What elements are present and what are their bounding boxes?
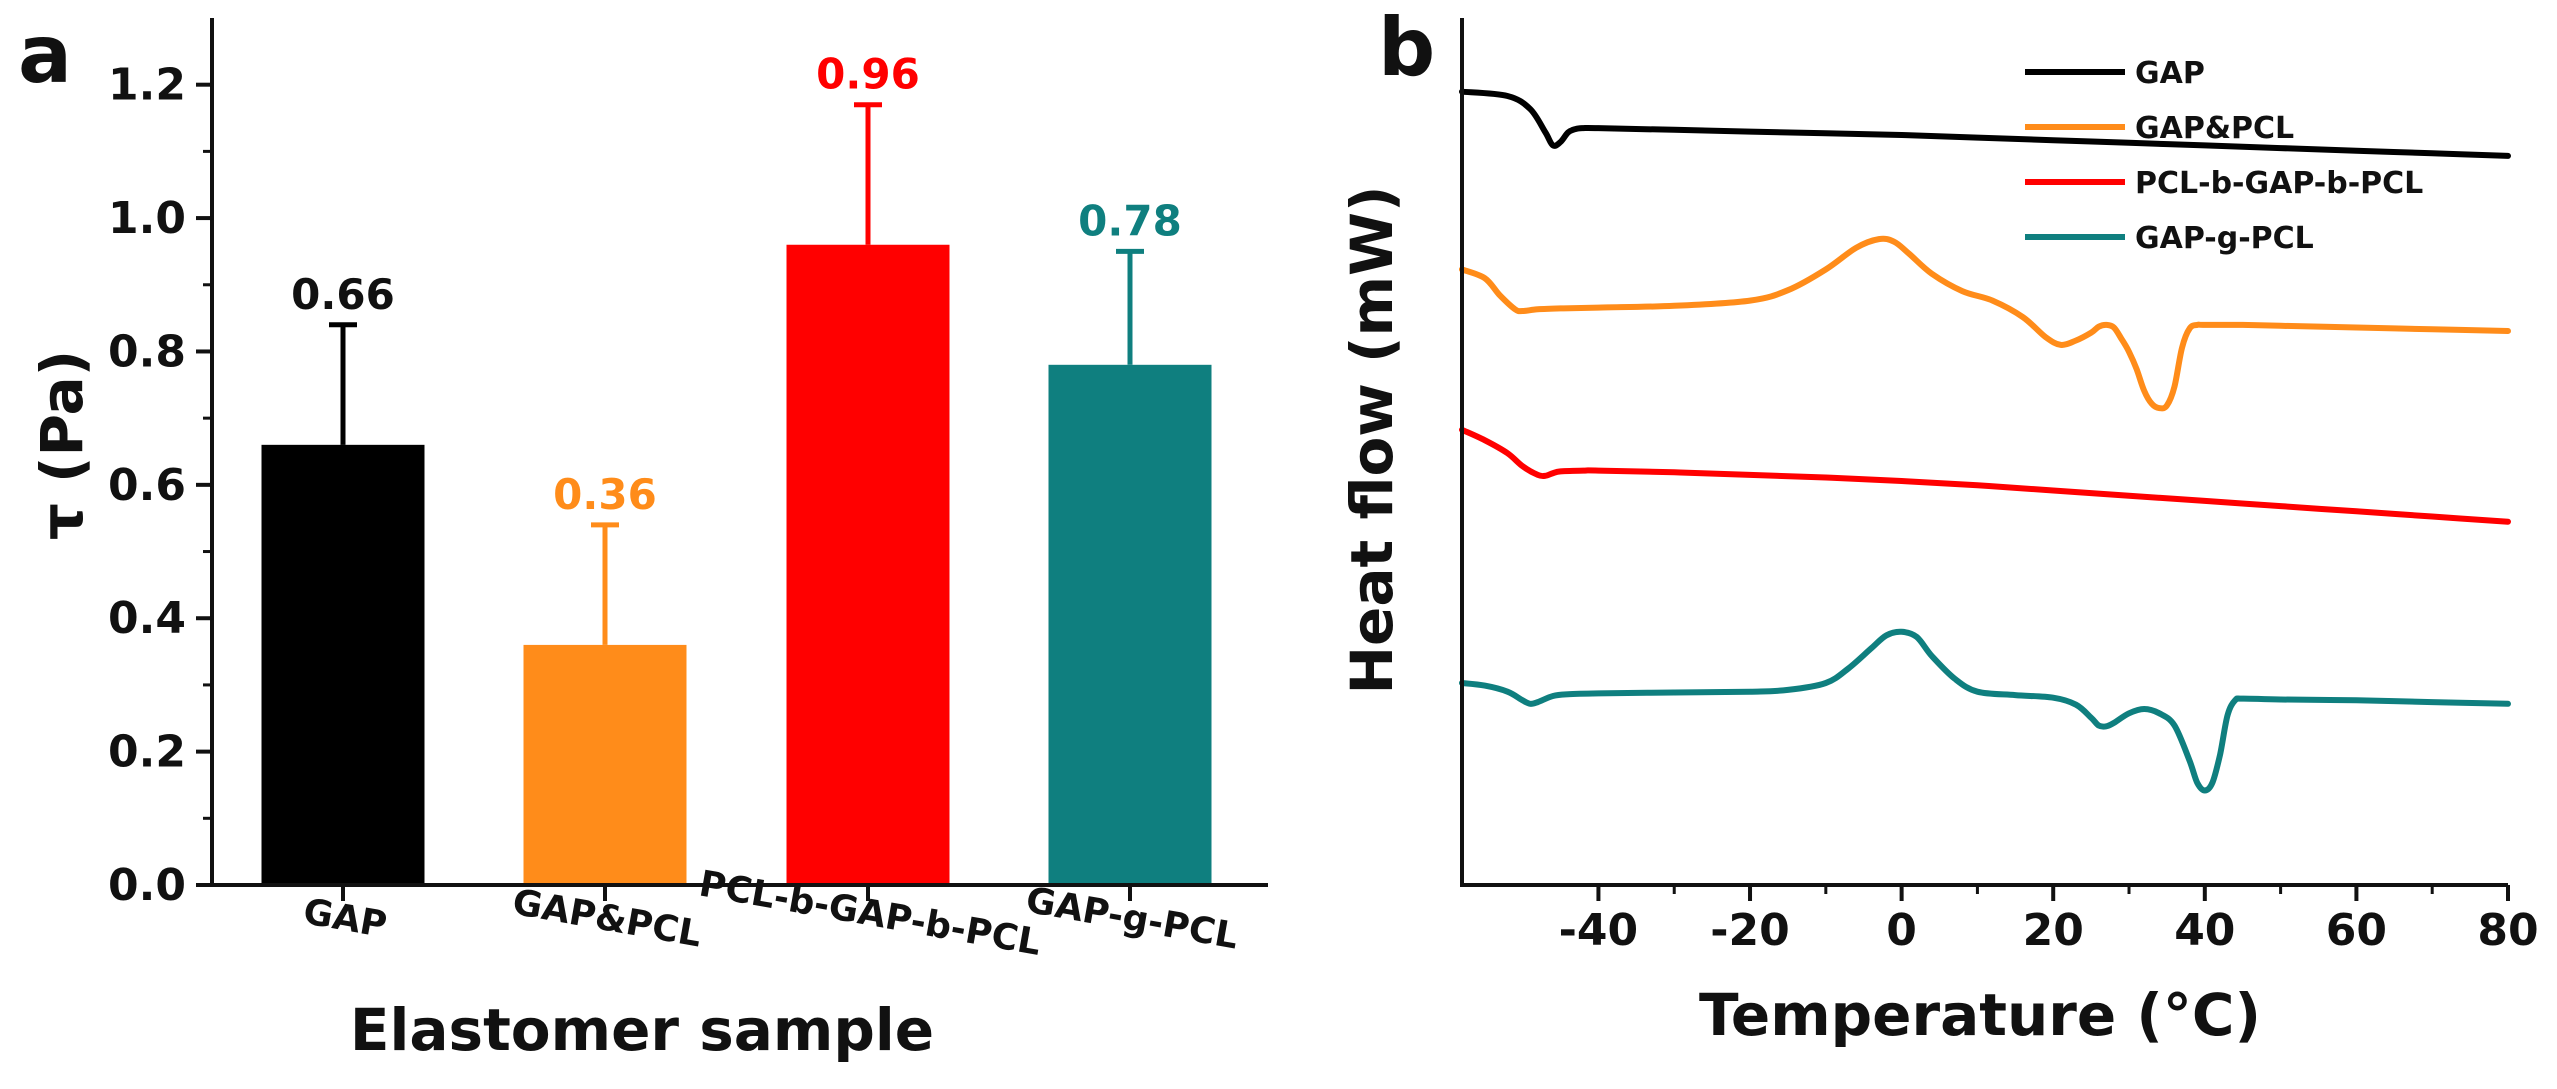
series-line-pcl-b-gap-b-pcl: [1459, 426, 2511, 525]
panel-b-line-chart: b -40 -20 0 20 40 60 80 GAP GAP&PCL PCL-b-GAP-b-…: [1338, 1, 2539, 1049]
value-label-3: 0.78: [1078, 196, 1182, 245]
panel-b-y-axis-title: Heat flow (mW): [1338, 186, 1406, 695]
y-tick-label-4: 0.8: [108, 326, 186, 377]
panel-a-y-axis-title: τ (Pa): [28, 350, 96, 540]
legend-label-1: GAP&PCL: [2135, 111, 2294, 146]
panel-a-bar-chart: a 0.66 0.36 0.96 0.78 0.0 0.2 0.4 0.6 0.8 1.0 1.2…: [18, 8, 1268, 1064]
b-x-tick-label-1: -20: [1710, 905, 1790, 956]
series-line-gap: [1459, 88, 2511, 159]
value-label-2: 0.96: [816, 50, 920, 99]
panel-label-a: a: [18, 8, 72, 101]
b-x-tick-label-6: 80: [2477, 905, 2538, 956]
b-x-tick-label-2: 0: [1886, 905, 1917, 956]
panel-b-x-axis-title: Temperature (°C): [1699, 981, 2261, 1049]
legend-label-0: GAP: [2135, 56, 2205, 91]
legend-label-2: PCL-b-GAP-b-PCL: [2135, 166, 2423, 201]
y-tick-label-2: 0.4: [108, 593, 186, 644]
bar-2: [786, 244, 950, 885]
series-line-gap-pcl: [1459, 235, 2511, 412]
bar-0: [261, 444, 425, 885]
y-tick-label-3: 0.6: [108, 460, 186, 511]
b-x-tick-label-0: -40: [1559, 905, 1639, 956]
category-label-0: GAP: [300, 891, 390, 946]
b-x-tick-label-5: 60: [2326, 905, 2387, 956]
y-tick-label-1: 0.2: [108, 727, 186, 778]
legend-label-3: GAP-g-PCL: [2135, 221, 2314, 256]
panel-label-b: b: [1378, 1, 1435, 94]
panel-a-x-axis-title: Elastomer sample: [350, 996, 934, 1064]
bar-1: [523, 644, 687, 885]
y-tick-label-6: 1.2: [108, 60, 186, 111]
b-x-tick-label-4: 40: [2174, 905, 2235, 956]
y-tick-label-0: 0.0: [108, 860, 186, 911]
b-x-tick-label-3: 20: [2023, 905, 2084, 956]
value-label-0: 0.66: [291, 270, 395, 319]
y-tick-label-5: 1.0: [108, 193, 186, 244]
series-line-gap-g-pcl: [1459, 628, 2511, 794]
bar-3: [1048, 364, 1212, 885]
value-label-1: 0.36: [553, 470, 657, 519]
